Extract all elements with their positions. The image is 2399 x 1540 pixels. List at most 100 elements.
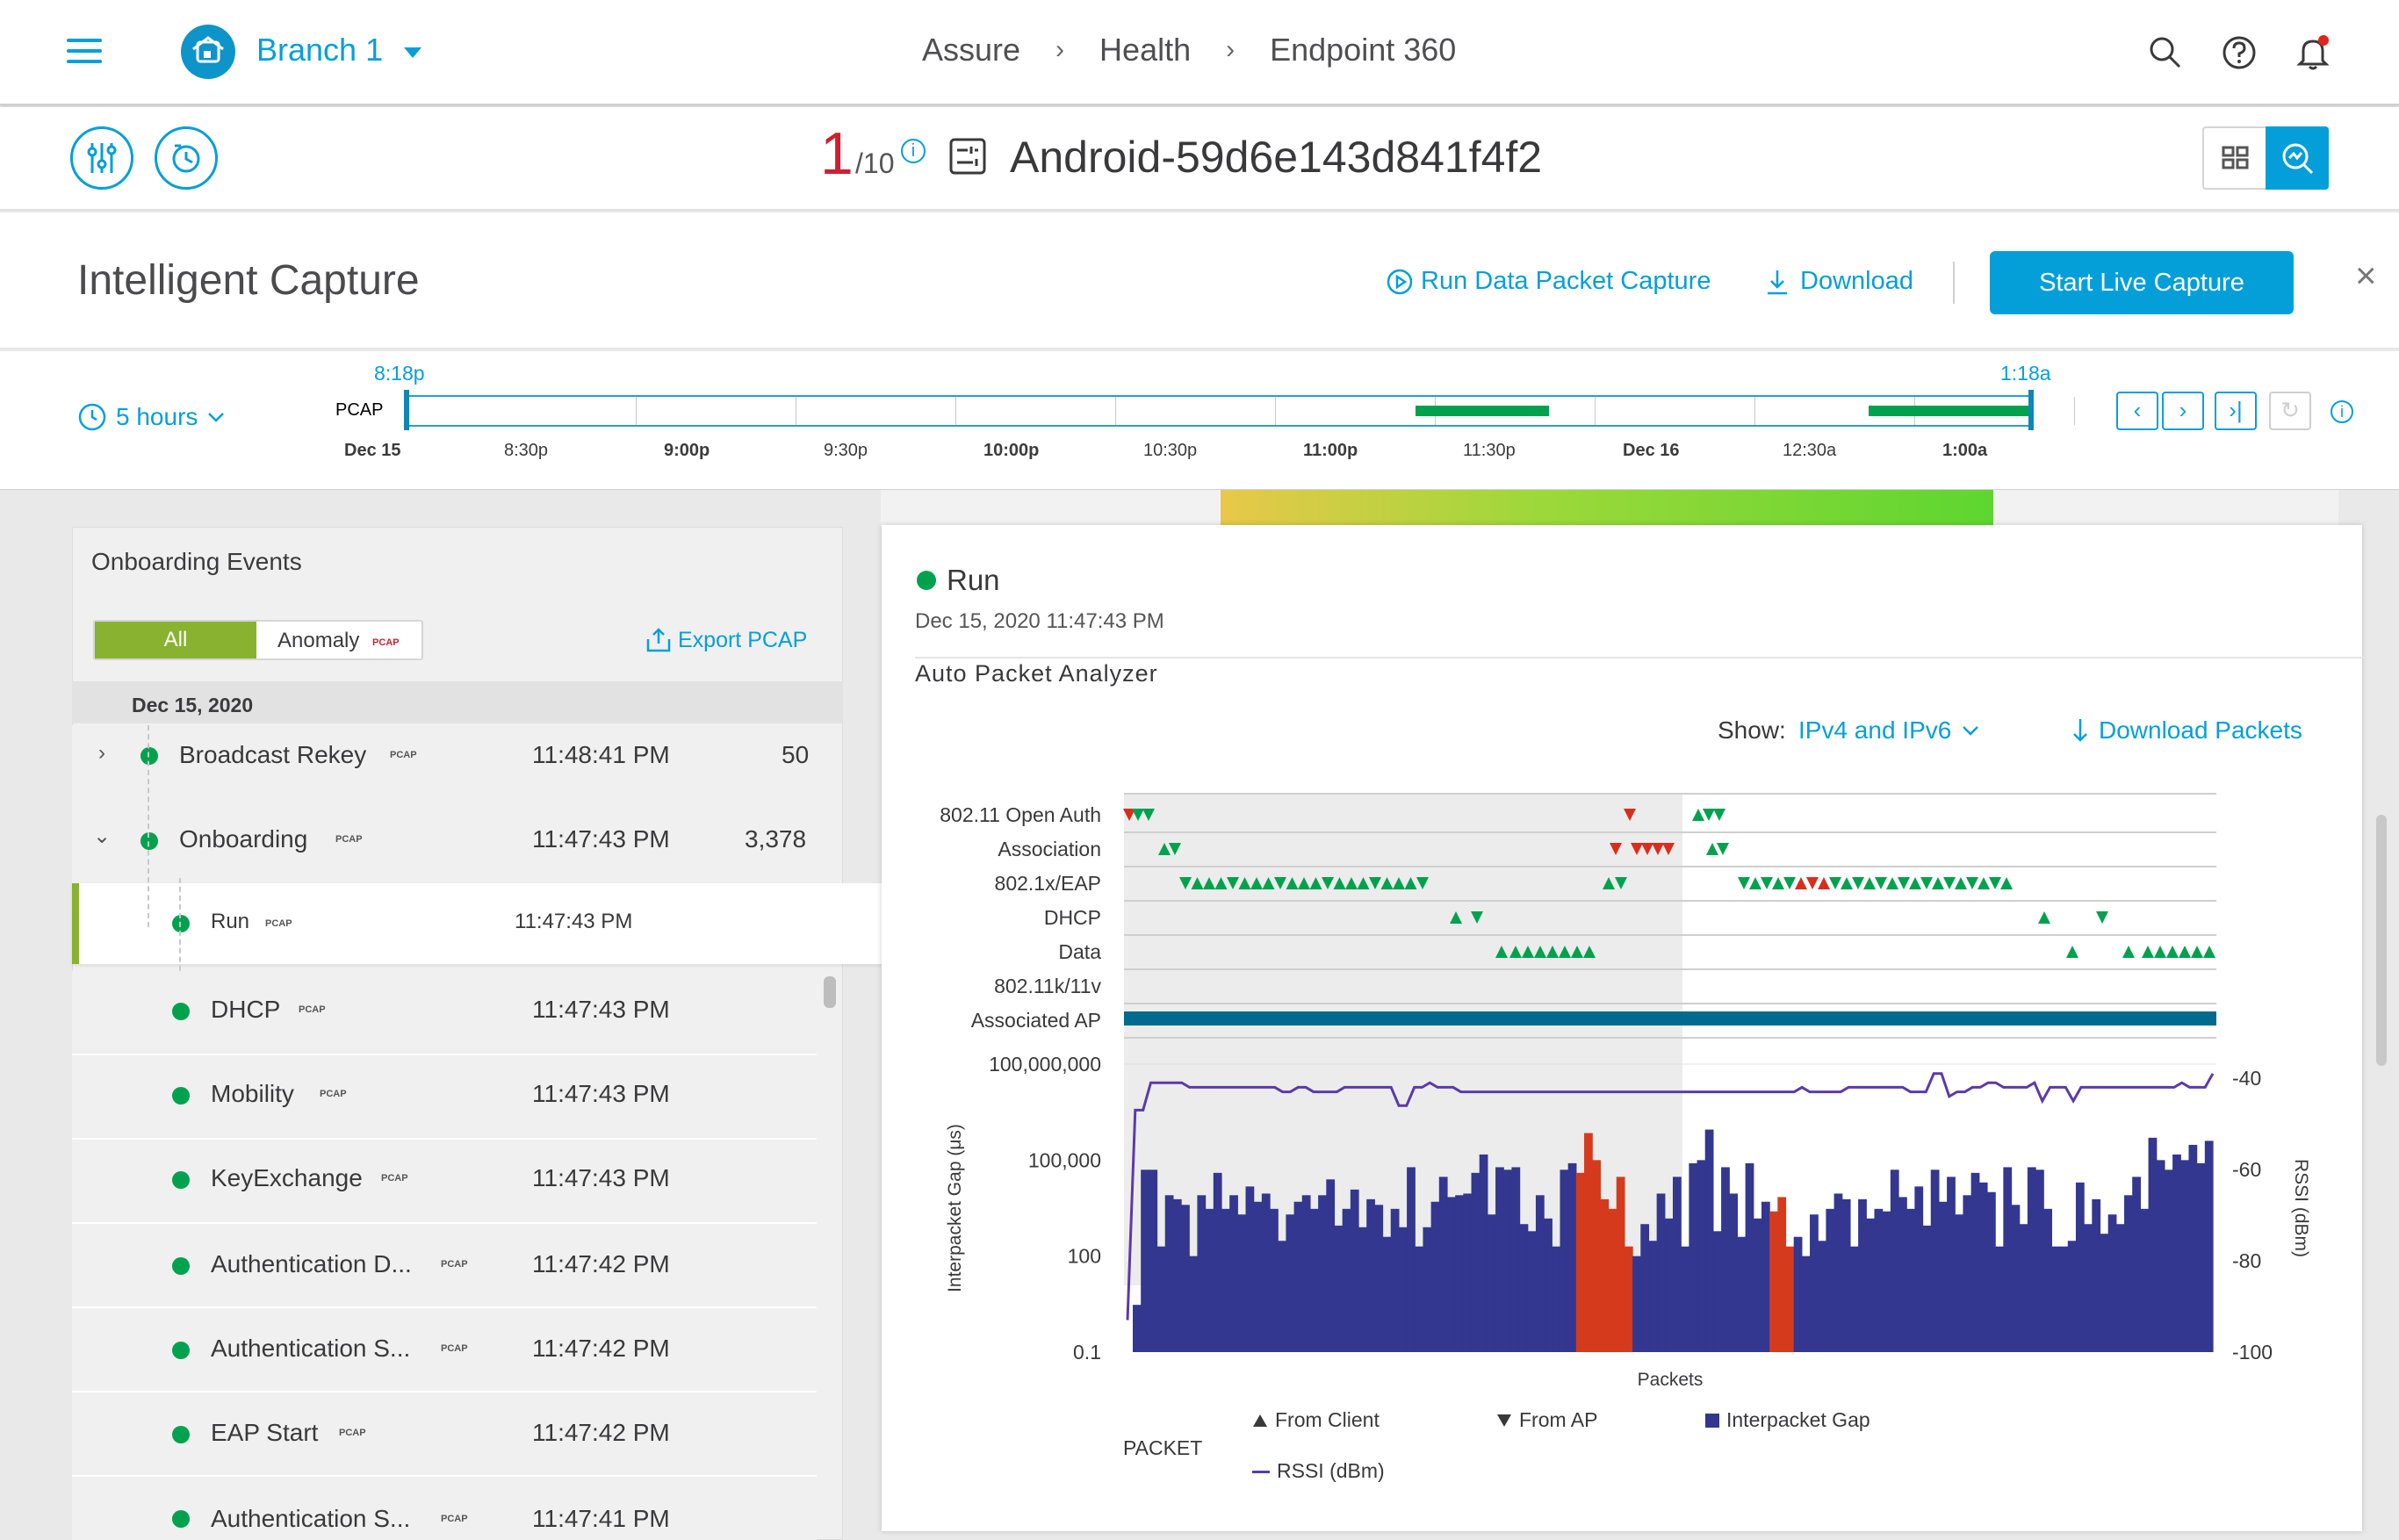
filter-all-button[interactable]: All bbox=[95, 622, 256, 658]
download-packets-button[interactable]: Download Packets bbox=[2071, 716, 2302, 745]
from-client-marker bbox=[2122, 946, 2135, 958]
timeline-next-button[interactable]: › bbox=[2162, 392, 2204, 430]
interpacket-gap-bar bbox=[1560, 1169, 1569, 1352]
interpacket-gap-bar bbox=[2196, 1162, 2206, 1352]
export-pcap-button[interactable]: Export PCAP bbox=[645, 627, 807, 653]
event-name: Authentication S... bbox=[211, 1335, 411, 1362]
analyze-view-icon[interactable] bbox=[2266, 126, 2329, 190]
interpacket-gap-bar bbox=[1890, 1169, 1899, 1352]
grid-view-icon[interactable] bbox=[2204, 128, 2266, 188]
event-row-broadcast-rekey[interactable] bbox=[72, 725, 817, 810]
breadcrumb-assure[interactable]: Assure bbox=[922, 32, 1021, 68]
event-row-run-selected[interactable] bbox=[72, 883, 883, 964]
time-range-selector[interactable]: 5 hours bbox=[77, 402, 226, 432]
interpacket-gap-bar bbox=[1995, 1246, 2004, 1352]
interpacket-gap-bar bbox=[1221, 1208, 1230, 1352]
notification-bell-icon[interactable] bbox=[2294, 33, 2332, 72]
status-dot bbox=[172, 1003, 190, 1020]
menu-icon[interactable] bbox=[67, 39, 102, 67]
interpacket-gap-bar bbox=[1374, 1205, 1384, 1352]
filter-anomaly-button[interactable]: Anomaly bbox=[277, 629, 360, 652]
divider bbox=[915, 657, 2366, 658]
event-row-authentication-start[interactable] bbox=[72, 1477, 817, 1540]
interpacket-gap-bar bbox=[1721, 1167, 1730, 1352]
interpacket-gap-bar bbox=[1342, 1208, 1351, 1352]
ip-version-dropdown[interactable]: IPv4 and IPv6 bbox=[1798, 716, 1979, 745]
event-row-dhcp[interactable] bbox=[72, 971, 817, 1055]
interpacket-gap-bar bbox=[2180, 1160, 2190, 1352]
from-ap-marker bbox=[1142, 809, 1155, 821]
interpacket-gap-bar bbox=[1495, 1167, 1504, 1352]
timeline-tick bbox=[1275, 397, 1276, 425]
interpacket-gap-bar bbox=[1366, 1198, 1375, 1352]
event-name: EAP Start bbox=[211, 1419, 319, 1446]
event-time: 11:47:42 PM bbox=[532, 1419, 670, 1446]
from-ap-marker bbox=[1615, 877, 1627, 889]
filter-settings-button[interactable] bbox=[70, 126, 133, 190]
close-icon[interactable]: × bbox=[2355, 255, 2377, 296]
interpacket-gap-bar bbox=[2059, 1246, 2069, 1352]
status-dot bbox=[172, 1510, 190, 1528]
run-capture-label: Run Data Packet Capture bbox=[1421, 267, 1711, 295]
timeline-end-handle[interactable] bbox=[2028, 390, 2034, 430]
interpacket-gap-bar bbox=[1544, 1218, 1553, 1352]
help-icon[interactable] bbox=[2220, 33, 2259, 72]
timeline-prev-button[interactable]: ‹ bbox=[2116, 392, 2158, 430]
interpacket-gap-bar bbox=[1841, 1198, 1851, 1352]
interpacket-gap-bar bbox=[2132, 1177, 2141, 1352]
history-clock-button[interactable] bbox=[155, 126, 218, 190]
refresh-icon[interactable]: ↻ bbox=[2269, 392, 2311, 430]
branch-icon[interactable] bbox=[181, 25, 235, 79]
event-row-mobility[interactable] bbox=[72, 1055, 817, 1140]
start-live-capture-button[interactable]: Start Live Capture bbox=[1990, 251, 2294, 314]
interpacket-gap-bar bbox=[1624, 1246, 1633, 1352]
from-ap-marker bbox=[1624, 809, 1636, 821]
from-ap-marker bbox=[1966, 877, 1978, 889]
scrollbar-thumb[interactable] bbox=[2376, 815, 2387, 1066]
info-icon[interactable]: i bbox=[901, 139, 926, 163]
timeline-row-label: PCAP bbox=[335, 400, 384, 420]
interpacket-gap-bar bbox=[2148, 1137, 2158, 1352]
event-row-keyexchange[interactable] bbox=[72, 1140, 817, 1224]
interpacket-gap-bar bbox=[2140, 1208, 2150, 1352]
pcap-segment[interactable] bbox=[1416, 406, 1549, 416]
event-row-authentication-done[interactable] bbox=[72, 1224, 817, 1308]
interpacket-gap-bar bbox=[1511, 1167, 1521, 1352]
y-tick-label: 100 bbox=[1068, 1245, 1101, 1268]
chevron-down-icon[interactable] bbox=[404, 47, 421, 58]
from-client-marker bbox=[1191, 877, 1204, 889]
run-data-packet-capture-button[interactable]: Run Data Packet Capture bbox=[1386, 267, 1711, 296]
info-icon[interactable]: i bbox=[2331, 400, 2353, 423]
scrollbar-thumb[interactable] bbox=[824, 976, 836, 1008]
date-group-header bbox=[72, 681, 843, 723]
chevron-right-icon: › bbox=[1226, 35, 1236, 64]
interpacket-gap-bar bbox=[1567, 1162, 1577, 1352]
chevron-down-icon bbox=[208, 413, 225, 422]
interpacket-gap-bar bbox=[1164, 1195, 1174, 1352]
timeline-start-handle[interactable] bbox=[404, 390, 409, 430]
from-client-marker bbox=[2191, 946, 2203, 958]
track-label: Associated AP bbox=[971, 1009, 1101, 1032]
from-client-marker bbox=[1546, 946, 1559, 958]
chevron-right-icon[interactable]: › bbox=[98, 741, 105, 765]
event-row-eap-start[interactable] bbox=[72, 1392, 817, 1477]
interpacket-gap-bar bbox=[1947, 1177, 1956, 1352]
from-ap-marker bbox=[1761, 877, 1773, 889]
download-button[interactable]: Download bbox=[1765, 267, 1913, 296]
status-dot bbox=[172, 1087, 190, 1105]
from-client-marker bbox=[2166, 946, 2179, 958]
breadcrumb-health[interactable]: Health bbox=[1099, 32, 1192, 68]
device-total: /10 bbox=[855, 148, 895, 179]
download-packets-label: Download Packets bbox=[2099, 716, 2302, 744]
pcap-segment[interactable] bbox=[1869, 406, 2032, 416]
chevron-down-icon[interactable]: ⌄ bbox=[93, 824, 112, 848]
from-ap-marker bbox=[1123, 809, 1135, 821]
branch-selector[interactable]: Branch 1 bbox=[256, 32, 384, 68]
divider bbox=[1953, 262, 1955, 304]
event-row-authentication-start[interactable] bbox=[72, 1308, 817, 1392]
pcap-badge: PCAP bbox=[320, 1089, 347, 1099]
timeline-track[interactable] bbox=[406, 395, 2034, 427]
timeline-latest-button[interactable]: ›| bbox=[2215, 392, 2257, 430]
interpacket-gap-bar bbox=[2107, 1214, 2117, 1352]
search-icon[interactable] bbox=[2146, 33, 2185, 72]
